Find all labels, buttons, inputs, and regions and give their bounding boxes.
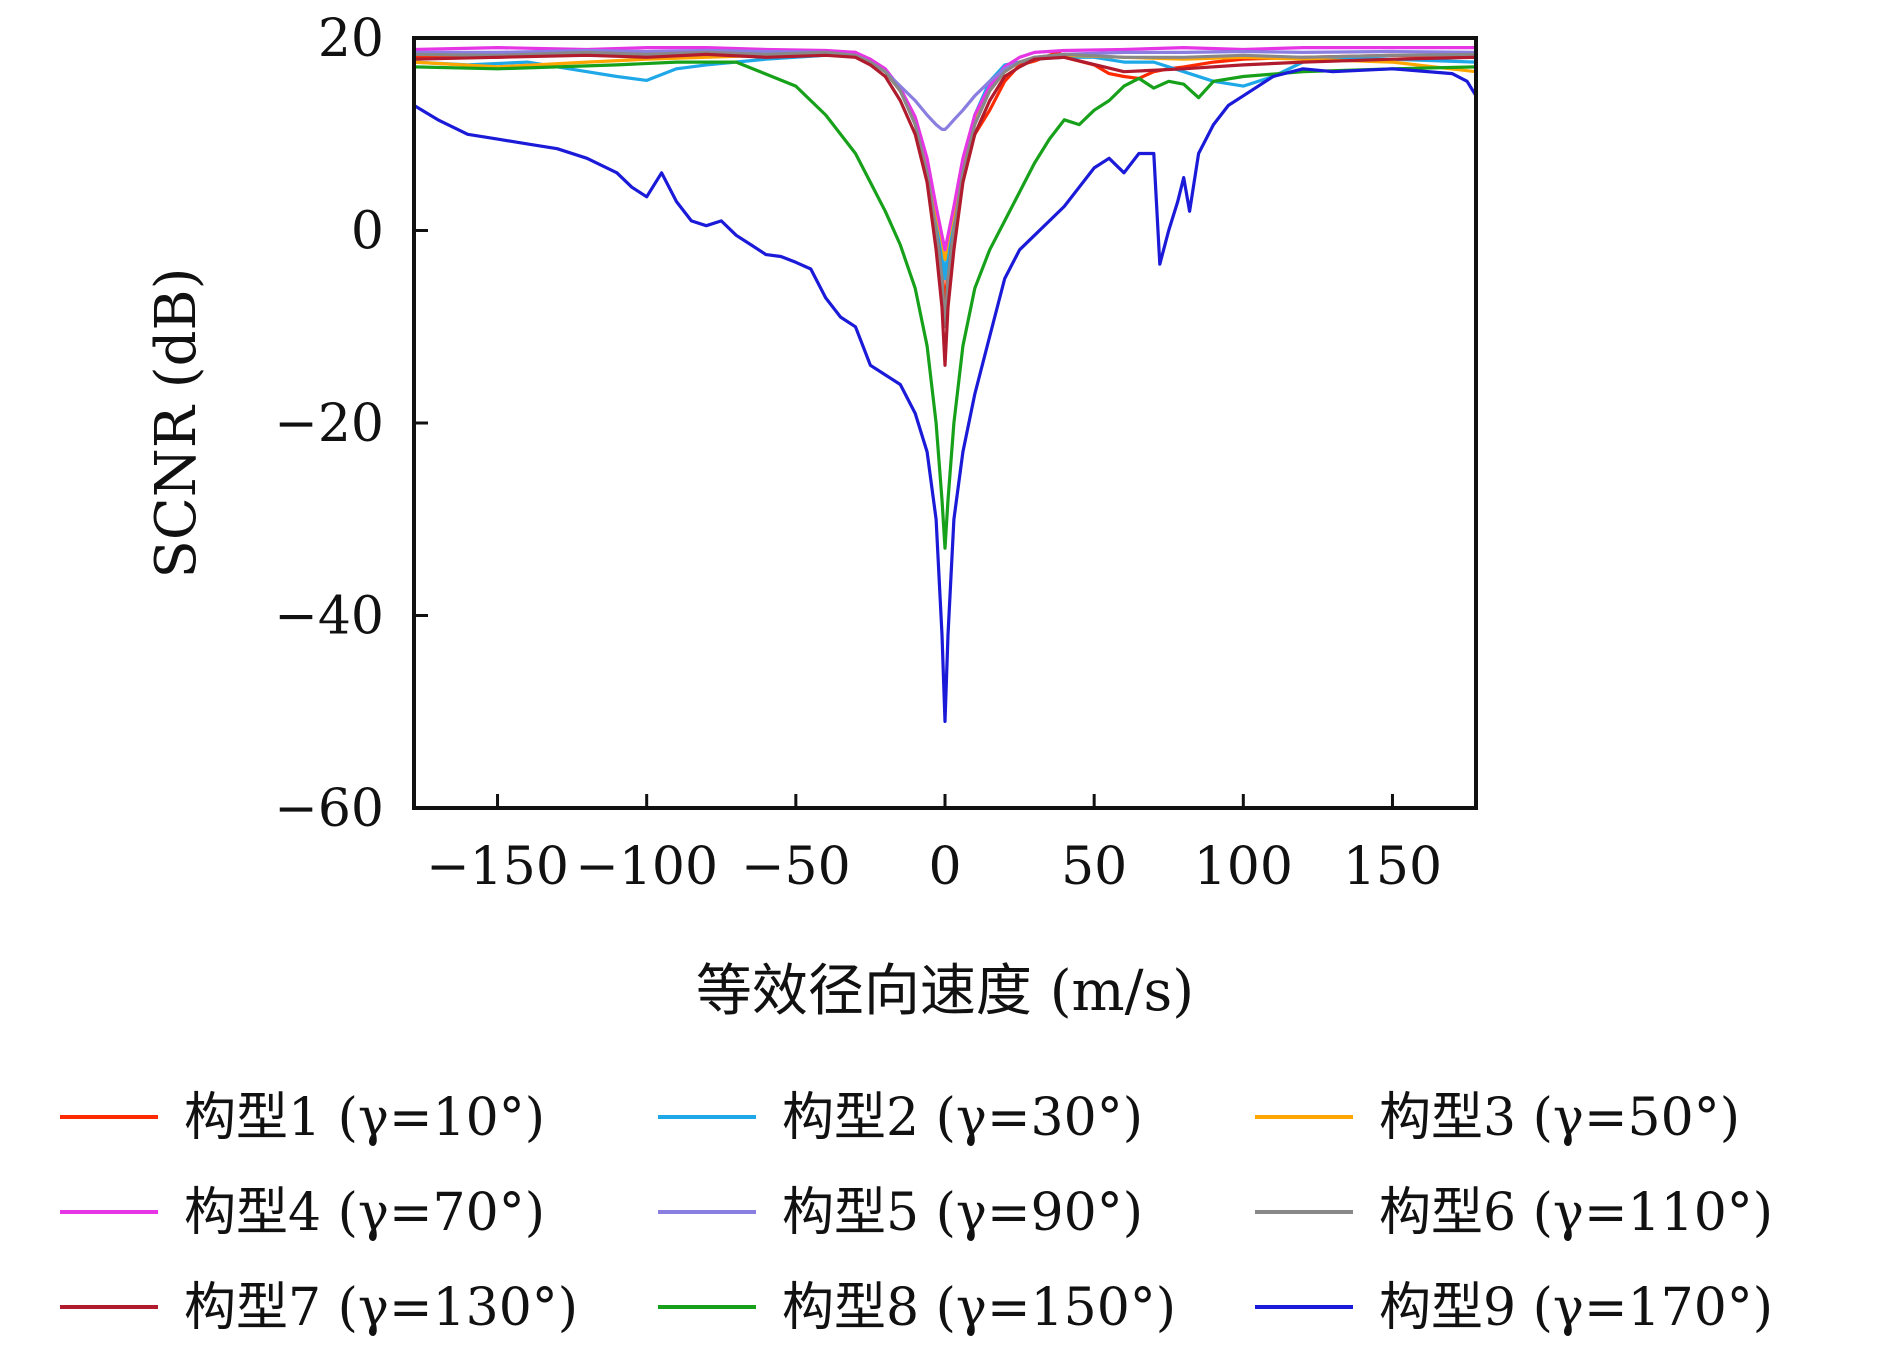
series-line-3 (414, 52, 1476, 261)
legend-label: 构型2 (γ=30°) (782, 1088, 1143, 1148)
series-line-8 (414, 60, 1476, 550)
legend-item-8: 构型8 (γ=150°) (658, 1278, 1176, 1338)
series-line-5 (414, 48, 1476, 131)
legend-item-4: 构型4 (γ=70°) (60, 1183, 545, 1243)
legend-item-9: 构型9 (γ=170°) (1255, 1278, 1773, 1338)
x-tick-label: 150 (1343, 837, 1442, 897)
legend-label: 构型4 (γ=70°) (184, 1183, 545, 1243)
legend-label: 构型6 (γ=110°) (1379, 1183, 1773, 1243)
series-layer (414, 46, 1476, 723)
legend-item-6: 构型6 (γ=110°) (1255, 1183, 1773, 1243)
series-line-6 (414, 50, 1476, 329)
legend-label: 构型7 (γ=130°) (184, 1278, 578, 1338)
y-tick-label: −20 (274, 394, 384, 454)
legend-label: 构型3 (γ=50°) (1379, 1088, 1740, 1148)
x-tick-label: −50 (741, 837, 851, 897)
x-tick-label: −100 (575, 837, 718, 897)
y-tick-label: 0 (351, 202, 384, 262)
legend-item-5: 构型5 (γ=90°) (658, 1183, 1143, 1243)
legend-item-2: 构型2 (γ=30°) (658, 1088, 1143, 1148)
y-tick-label: 20 (318, 9, 384, 69)
y-tick-label: −60 (274, 779, 384, 839)
legend-item-7: 构型7 (γ=130°) (60, 1278, 578, 1338)
y-tick-label: −40 (274, 587, 384, 647)
legend-item-3: 构型3 (γ=50°) (1255, 1088, 1740, 1148)
legend: 构型1 (γ=10°) 构型2 (γ=30°) 构型3 (γ=50°) 构型4 (γ=… (60, 1088, 1773, 1338)
series-line-4 (414, 46, 1476, 252)
legend-label: 构型8 (γ=150°) (782, 1278, 1176, 1338)
x-tick-label: 0 (928, 837, 961, 897)
y-axis-title: SCNR (dB) (144, 268, 209, 579)
x-tick-label: 100 (1194, 837, 1293, 897)
legend-label: 构型9 (γ=170°) (1379, 1278, 1773, 1338)
legend-item-1: 构型1 (γ=10°) (60, 1088, 545, 1148)
x-tick-label: 50 (1061, 837, 1127, 897)
series-line-7 (414, 52, 1476, 367)
legend-label: 构型5 (γ=90°) (782, 1183, 1143, 1243)
legend-label: 构型1 (γ=10°) (184, 1088, 545, 1148)
x-tick-label: −150 (426, 837, 569, 897)
series-line-9 (414, 67, 1476, 723)
x-axis-title: 等效径向速度 (m/s) (696, 959, 1194, 1024)
